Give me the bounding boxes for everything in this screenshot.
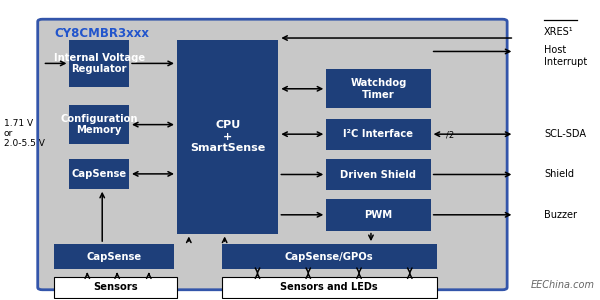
Text: Buzzer: Buzzer	[544, 210, 577, 220]
Text: 1.71 V
or
2.0-5.5 V: 1.71 V or 2.0-5.5 V	[4, 119, 44, 148]
Bar	[70, 40, 129, 87]
Text: Host
Interrupt: Host Interrupt	[544, 45, 587, 67]
Text: CY8CMBR3xxx: CY8CMBR3xxx	[55, 27, 149, 40]
Text: Shield: Shield	[544, 169, 574, 179]
Text: Internal Voltage
Regulator: Internal Voltage Regulator	[53, 52, 145, 74]
Bar	[326, 118, 431, 150]
Text: Configuration
Memory: Configuration Memory	[61, 114, 138, 135]
Bar	[55, 277, 177, 298]
Text: PWM: PWM	[364, 210, 392, 220]
Bar	[326, 159, 431, 190]
Bar	[70, 105, 129, 144]
Text: Driven Shield: Driven Shield	[340, 169, 416, 180]
Text: CapSense: CapSense	[86, 252, 142, 262]
Bar	[177, 40, 278, 234]
Text: XRES¹: XRES¹	[544, 27, 574, 37]
Bar	[326, 199, 431, 231]
Text: CapSense: CapSense	[71, 169, 127, 179]
Bar	[221, 244, 437, 269]
Bar	[70, 159, 129, 189]
Text: /2: /2	[446, 130, 454, 139]
Bar	[221, 277, 437, 298]
FancyBboxPatch shape	[38, 19, 507, 290]
Text: SCL-SDA: SCL-SDA	[544, 129, 586, 139]
Text: CapSense/GPOs: CapSense/GPOs	[285, 252, 373, 262]
Text: Sensors and LEDs: Sensors and LEDs	[280, 282, 378, 292]
Text: Watchdog
Timer: Watchdog Timer	[350, 78, 407, 100]
Text: CPU
+
SmartSense: CPU + SmartSense	[190, 120, 265, 153]
Bar	[326, 69, 431, 108]
Text: I²C Interface: I²C Interface	[343, 129, 413, 139]
Text: Sensors: Sensors	[94, 282, 138, 292]
Bar	[55, 244, 174, 269]
Text: EEChina.com: EEChina.com	[531, 280, 595, 290]
